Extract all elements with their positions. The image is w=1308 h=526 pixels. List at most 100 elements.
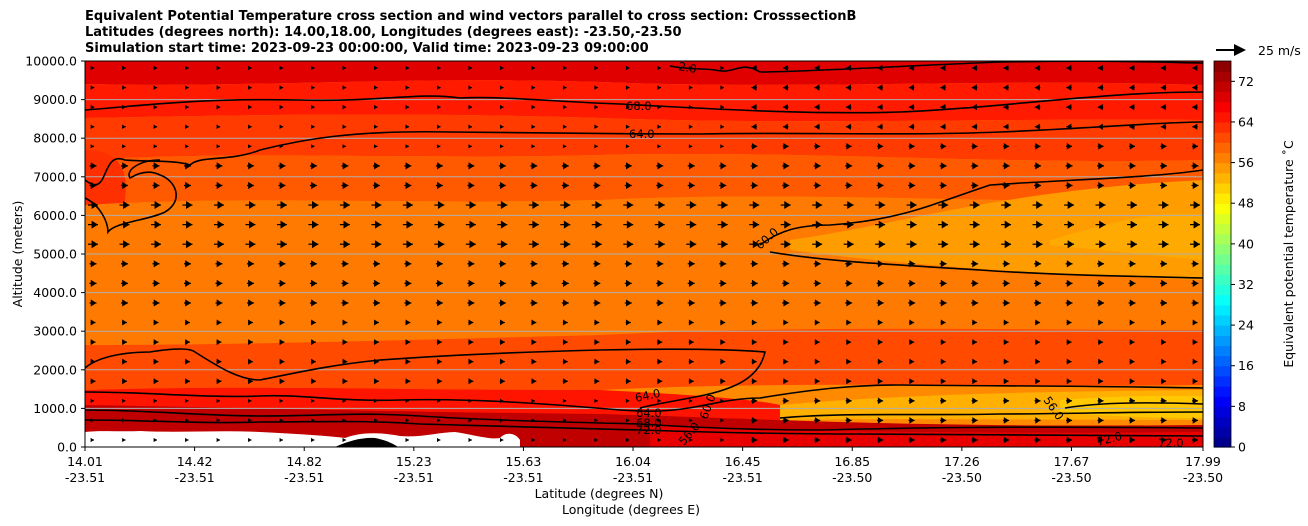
wind-vector-head (971, 64, 977, 72)
wind-vector-head (783, 299, 790, 307)
colorbar-tick-label: 0 (1238, 440, 1246, 455)
wind-vector-head (185, 437, 189, 443)
wind-vector-head (972, 358, 978, 365)
y-axis: 0.0 1000.0 2000.0 3000.0 4000.0 5000.0 6000.0 7… (25, 54, 85, 455)
wind-vector-head (185, 319, 190, 326)
wind-vector-head (1192, 417, 1198, 424)
wind-vector-head (1129, 260, 1136, 268)
wind-vector-head (468, 299, 475, 307)
wind-vector-head (216, 299, 223, 307)
wind-vector-head (940, 64, 946, 72)
wind-vector-head (374, 240, 382, 249)
wind-vector-head (562, 437, 567, 443)
wind-vector-head (846, 397, 852, 405)
wind-vector-head (878, 220, 886, 229)
wind-vector-head (657, 418, 661, 423)
wind-vector-head (216, 339, 222, 346)
wind-vector-head (657, 358, 663, 365)
y-tick-label: 6000.0 (33, 208, 77, 223)
wind-vector-head (499, 104, 504, 110)
wind-vector-head (405, 319, 411, 326)
contour-line-68 (85, 91, 1203, 114)
colorbar-segment (1214, 345, 1231, 357)
wind-vector-head (814, 397, 821, 405)
chart-title-line-2: Latitudes (degrees north): 14.00,18.00, … (85, 25, 682, 40)
x-tick-label-lat: 15.23 (396, 454, 432, 469)
wind-vector-head (909, 397, 915, 405)
wind-vector-head (1160, 104, 1166, 111)
wind-vector-head (500, 220, 508, 229)
wind-vector-head (783, 436, 789, 444)
wind-vector-head (909, 143, 915, 150)
wind-vector-head (405, 144, 409, 149)
colorbar-segment (1214, 203, 1231, 214)
wind-vector-head (658, 220, 665, 229)
colorbar-segment (1214, 406, 1231, 418)
wind-vector-head (1034, 64, 1040, 72)
wind-vector-head (122, 398, 126, 403)
wind-vector-head (814, 358, 820, 365)
quiver-key: 25 m/s (1216, 43, 1301, 58)
wind-vector-head (122, 299, 128, 307)
wind-vector-head (562, 144, 567, 149)
wind-vector-head (1192, 358, 1198, 365)
wind-vector-head (972, 417, 978, 424)
wind-vector-head (908, 64, 914, 72)
wind-vector-head (594, 65, 599, 71)
wind-vector-head (122, 85, 126, 90)
wind-vector-head (374, 104, 378, 110)
wind-vector-head (1192, 64, 1198, 72)
wind-vector-head (1098, 339, 1104, 346)
wind-vector-head (972, 279, 979, 287)
wind-vector-head (248, 437, 252, 443)
wind-vector-head (751, 162, 758, 170)
wind-vector-head (1066, 299, 1073, 307)
wind-vector-head (405, 181, 412, 190)
wind-vector-head (908, 104, 914, 111)
wind-vector-head (468, 104, 473, 110)
wind-vector-head (751, 84, 757, 91)
wind-vector-head (279, 65, 284, 71)
wind-vector-head (688, 319, 694, 326)
wind-vector-head (1003, 417, 1010, 424)
wind-vector-head (468, 124, 473, 129)
wind-vector-head (468, 65, 473, 71)
wind-vector-head (940, 436, 947, 444)
wind-vector-head (216, 124, 221, 129)
wind-vector-head (153, 418, 157, 423)
wind-vector-head (1161, 181, 1168, 190)
wind-vector-head (1003, 397, 1010, 405)
wind-vector-head (625, 279, 632, 287)
wind-vector-head (468, 339, 474, 346)
wind-vector-head (751, 181, 758, 190)
wind-vector-head (751, 123, 757, 130)
wind-vector-head (847, 201, 854, 210)
wind-vector-head (1066, 64, 1072, 72)
wind-vector-head (90, 65, 95, 71)
wind-vector-head (90, 437, 94, 443)
wind-vector-head (783, 181, 790, 190)
wind-vector-head (342, 85, 347, 90)
wind-vector-head (910, 240, 917, 249)
wind-vector-head (153, 358, 159, 365)
wind-vector-head (1129, 162, 1136, 170)
wind-vector-head (531, 398, 535, 403)
wind-vector-head (625, 437, 630, 443)
wind-vector-head (1098, 279, 1105, 287)
wind-vector-head (1160, 64, 1166, 72)
wind-vector-head (279, 319, 285, 326)
wind-vector-head (437, 299, 443, 307)
wind-vector-head (846, 279, 853, 287)
wind-vector-head (280, 201, 287, 210)
wind-vector-head (1066, 143, 1073, 150)
wind-vector-head (814, 417, 821, 424)
wind-vector-head (248, 319, 253, 326)
wind-vector-head (531, 181, 538, 190)
contour-line-64 (85, 121, 1203, 186)
wind-vector-head (311, 104, 315, 110)
contour-line-right-upper (1064, 402, 1203, 409)
wind-vector-head (279, 279, 286, 287)
wind-vector-head (153, 398, 157, 403)
wind-vector-head (342, 162, 349, 170)
wind-vector-head (1004, 240, 1012, 249)
